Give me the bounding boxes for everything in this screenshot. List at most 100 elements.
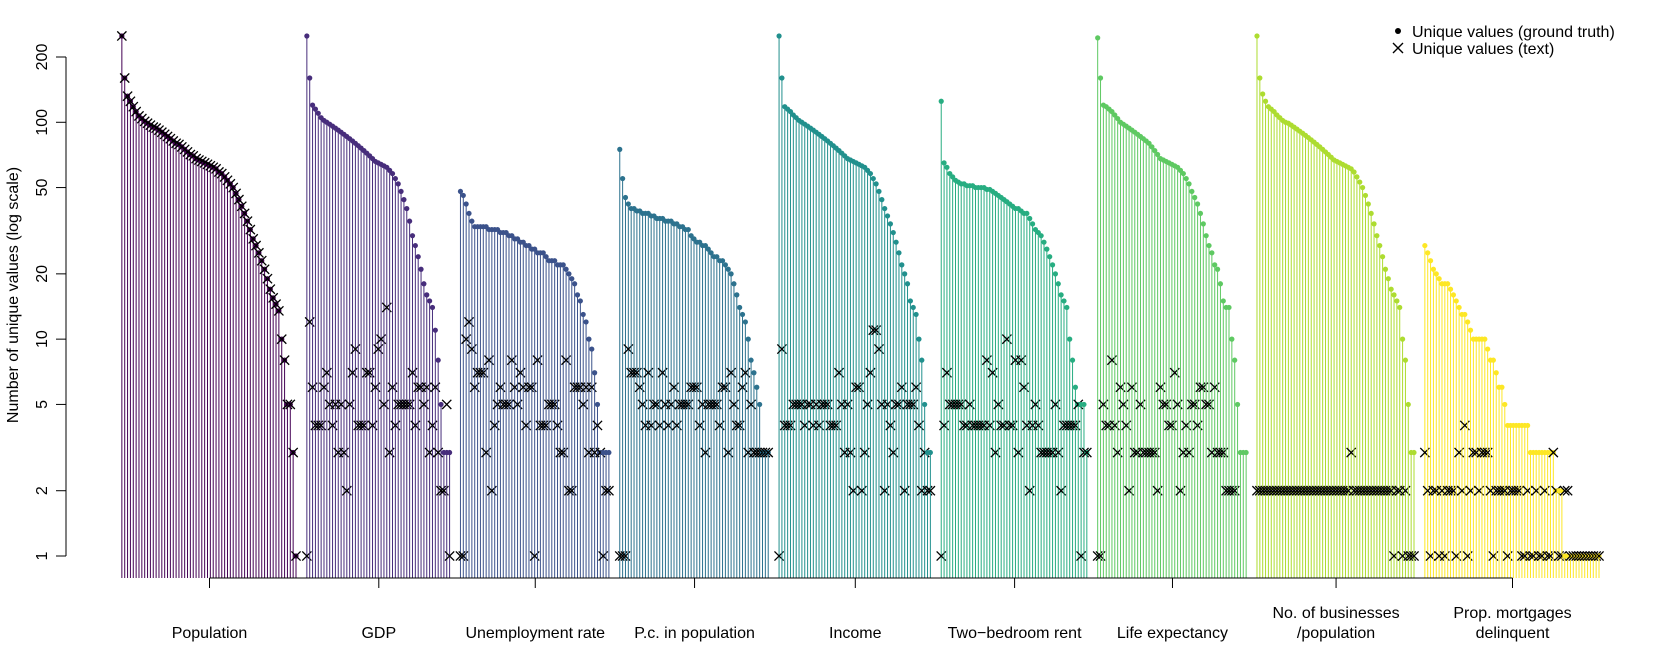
ground-truth-point <box>1462 311 1468 318</box>
ground-truth-point <box>870 175 876 182</box>
ground-truth-point <box>1397 304 1403 311</box>
ground-truth-point <box>1200 221 1206 227</box>
ground-truth-point <box>401 197 407 203</box>
ground-truth-point <box>1069 357 1076 363</box>
ground-truth-point <box>1422 242 1428 249</box>
text-value-point <box>233 194 244 205</box>
y-axis: 1 2 5 10 20 50 100 200 <box>34 44 67 560</box>
ground-truth-point <box>1061 298 1067 304</box>
ground-truth-point <box>1109 109 1115 115</box>
ground-truth-point <box>1058 292 1064 298</box>
ground-truth-point <box>404 205 410 212</box>
ground-truth-point <box>572 281 578 287</box>
y-tick-label: 50 <box>34 179 51 197</box>
ground-truth-point <box>1197 210 1204 217</box>
ground-truth-point <box>1146 140 1152 146</box>
ground-truth-point <box>1499 384 1505 390</box>
ground-truth-point <box>1493 370 1499 376</box>
y-tick-label: 1 <box>34 551 51 560</box>
ground-truth-point <box>685 226 691 233</box>
ground-truth-point <box>927 449 933 456</box>
text-value-point <box>290 550 302 562</box>
ground-truth-point <box>1044 246 1050 252</box>
ground-truth-point <box>776 33 782 39</box>
ground-truth-point <box>435 357 441 363</box>
text-value-point <box>265 284 276 295</box>
text-value-point <box>262 273 273 284</box>
text-value-point <box>248 233 259 244</box>
x-axis: Population GDP Unemployment rate P.c. in po… <box>172 577 1572 642</box>
ground-truth-point <box>1385 276 1391 282</box>
text-value-point <box>1408 550 1420 562</box>
ground-truth-point <box>1456 304 1462 311</box>
ground-truth-point <box>1049 262 1056 268</box>
ground-truth-point <box>1152 148 1158 154</box>
ground-truth-point <box>1368 210 1374 217</box>
x-tick-label-line: Income <box>829 625 882 642</box>
ground-truth-point <box>702 242 709 249</box>
text-value-point <box>245 224 256 235</box>
ground-truth-point <box>1467 327 1474 333</box>
ground-truth-point <box>438 401 444 408</box>
ground-truth-point <box>466 210 472 217</box>
ground-truth-point <box>589 346 595 352</box>
text-value-point <box>279 355 290 366</box>
x-tick-label: Income <box>829 625 882 642</box>
ground-truth-point <box>1377 242 1383 249</box>
ground-truth-point <box>1186 181 1192 187</box>
text-value-point <box>242 216 253 227</box>
ground-truth-point <box>1115 115 1121 122</box>
ground-truth-point <box>1365 201 1371 207</box>
ground-truth-point <box>625 201 631 207</box>
ground-truth-point <box>1450 292 1457 298</box>
x-tick-label-line: Life expectancy <box>1117 625 1228 642</box>
ground-truth-point <box>1411 449 1417 456</box>
series-group <box>1092 35 1249 578</box>
ground-truth-point <box>457 188 464 195</box>
y-tick-label: 100 <box>34 109 51 136</box>
text-value-point <box>925 485 936 496</box>
text-value-point <box>1593 550 1605 562</box>
ground-truth-point <box>421 281 427 287</box>
ground-truth-point <box>1047 254 1053 260</box>
ground-truth-point <box>907 298 913 304</box>
ground-truth-point <box>714 254 720 260</box>
ground-truth-point <box>1262 98 1269 104</box>
y-tick-label: 5 <box>34 400 51 409</box>
ground-truth-point <box>1388 286 1394 292</box>
ground-truth-point <box>1024 210 1030 217</box>
x-tick-label-line: /population <box>1297 625 1375 642</box>
ground-truth-point <box>415 254 421 260</box>
ground-truth-point <box>617 146 623 152</box>
x-tick-label: Population <box>172 625 248 642</box>
text-value-point <box>270 299 282 310</box>
ground-truth-point <box>722 262 728 268</box>
ground-truth-point <box>543 254 549 260</box>
series-group <box>116 30 302 578</box>
ground-truth-point <box>1436 276 1442 282</box>
ground-truth-point <box>876 188 882 195</box>
ground-truth-point <box>944 164 950 170</box>
x-tick-label: P.c. in population <box>634 625 755 642</box>
series-group <box>1419 242 1605 578</box>
ground-truth-point <box>1072 384 1079 390</box>
ground-truth-point <box>540 250 546 256</box>
ground-truth-point <box>896 250 902 256</box>
text-value-point <box>1548 447 1559 458</box>
ground-truth-point <box>902 271 908 277</box>
ground-truth-point <box>1485 346 1491 352</box>
x-tick-label: GDP <box>361 625 396 642</box>
ground-truth-point <box>1271 109 1277 115</box>
text-value-point <box>441 399 452 410</box>
x-tick-label-line: Unemployment rate <box>465 625 605 642</box>
ground-truth-point <box>1525 422 1531 429</box>
series-group <box>301 33 455 578</box>
ground-truth-point <box>1234 401 1241 408</box>
ground-truth-point <box>1371 221 1377 227</box>
ground-truth-point <box>574 292 581 298</box>
ground-truth-point <box>392 175 398 182</box>
ground-truth-point <box>1453 298 1459 304</box>
ground-truth-point <box>787 109 794 115</box>
ground-truth-point <box>412 242 418 249</box>
text-value-point <box>276 334 287 345</box>
